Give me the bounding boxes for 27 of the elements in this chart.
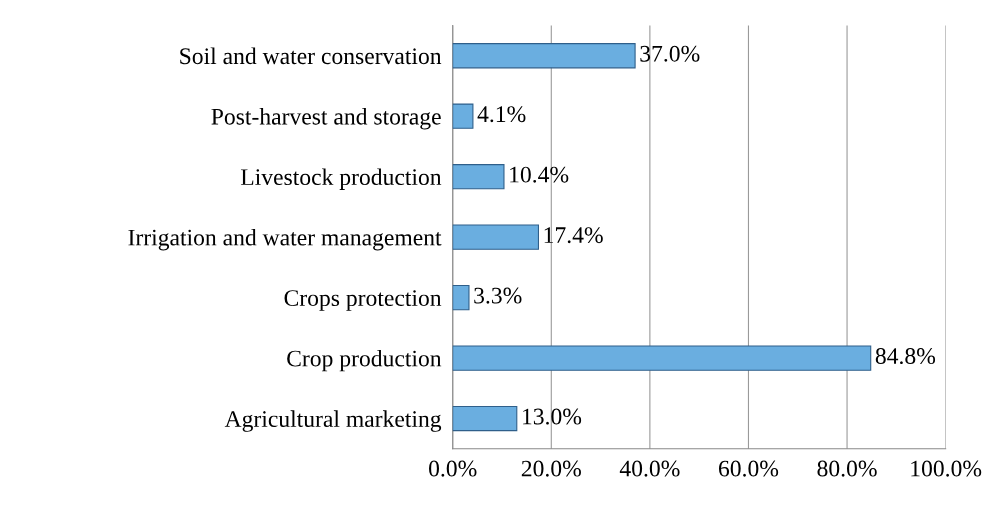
data-label: 4.1% <box>477 106 526 123</box>
y-tick-label: Crops protection <box>284 290 442 311</box>
x-tick-label: 20.0% <box>521 460 581 477</box>
x-tick-label: 60.0% <box>718 460 779 477</box>
bar <box>452 284 470 311</box>
data-label: 13.0% <box>523 408 582 425</box>
y-tick-label: Agricultural marketing <box>224 410 442 432</box>
data-label: 84.8% <box>875 348 936 365</box>
bar <box>452 164 505 190</box>
data-label: 37.0% <box>640 45 700 62</box>
bar <box>452 224 540 250</box>
x-tick-label: 100.0% <box>911 460 982 477</box>
data-label: 3.3% <box>474 287 522 304</box>
y-tick-label: Irrigation and water management <box>128 228 442 251</box>
bar <box>452 103 474 129</box>
y-tick-label: Post-harvest and storage <box>211 108 441 130</box>
y-tick-label: Soil and water conservation <box>180 47 442 65</box>
x-tick-label: 40.0% <box>619 460 680 477</box>
data-label: 10.4% <box>510 166 569 183</box>
data-label: 17.4% <box>544 227 603 244</box>
x-tick-label: 0.0% <box>429 460 477 477</box>
x-tick-label: 80.0% <box>817 460 877 477</box>
bar <box>452 345 872 371</box>
y-tick-label: Crop production <box>287 349 442 372</box>
y-tick-label: Livestock production <box>240 168 442 190</box>
bar <box>452 405 518 432</box>
bar <box>452 43 636 69</box>
